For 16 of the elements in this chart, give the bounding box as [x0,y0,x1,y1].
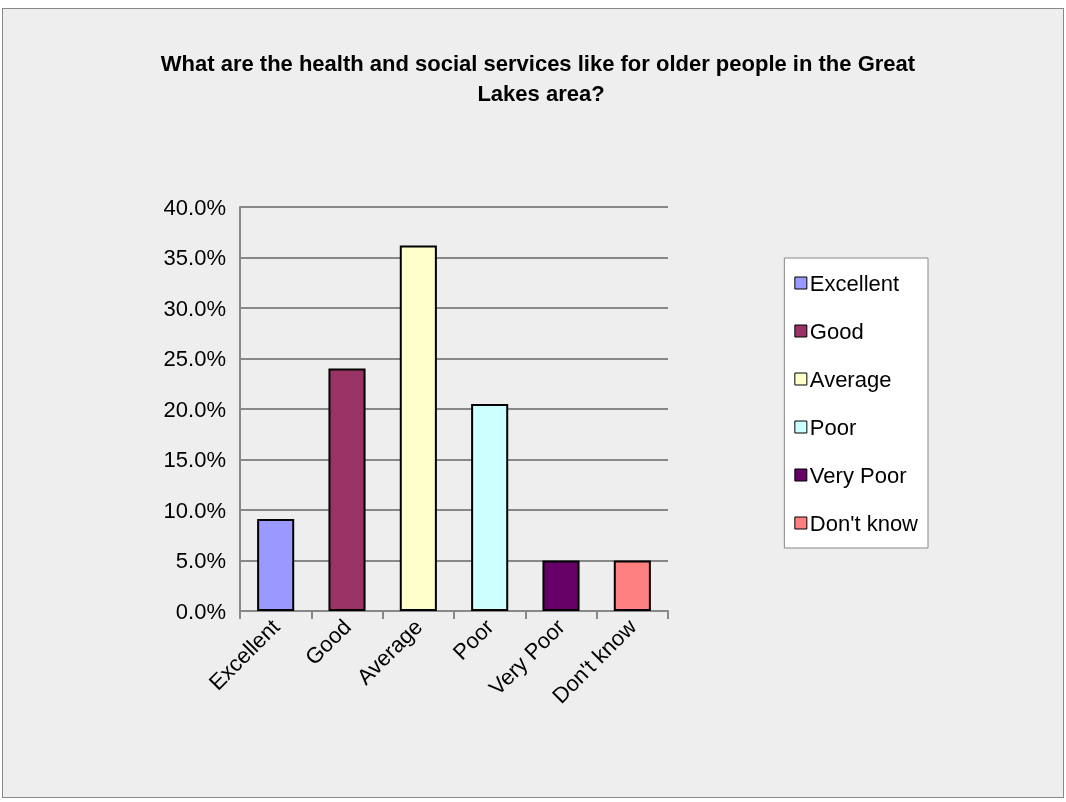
legend-label: Good [809,318,864,344]
y-tick-label: 20.0% [163,396,226,422]
y-tick-label: 15.0% [163,447,226,472]
legend-label: Poor [809,414,857,440]
legend-label: Excellent [809,270,900,296]
y-tick-label: 40.0% [163,194,226,220]
y-tick-label: 30.0% [163,295,226,321]
legend-label: Very Poor [809,462,907,488]
y-tick-label: 10.0% [163,497,226,523]
y-tick-label: 0.0% [175,598,226,624]
chart-title: What are the health and social services like for older people in the Great Lakes area? [160,50,922,106]
y-tick-label: 25.0% [163,346,226,371]
legend-label: Don't know [809,510,919,536]
legend-label: Average [809,366,892,392]
y-tick-label: 35.0% [163,245,226,270]
y-tick-label: 5.0% [175,548,226,573]
